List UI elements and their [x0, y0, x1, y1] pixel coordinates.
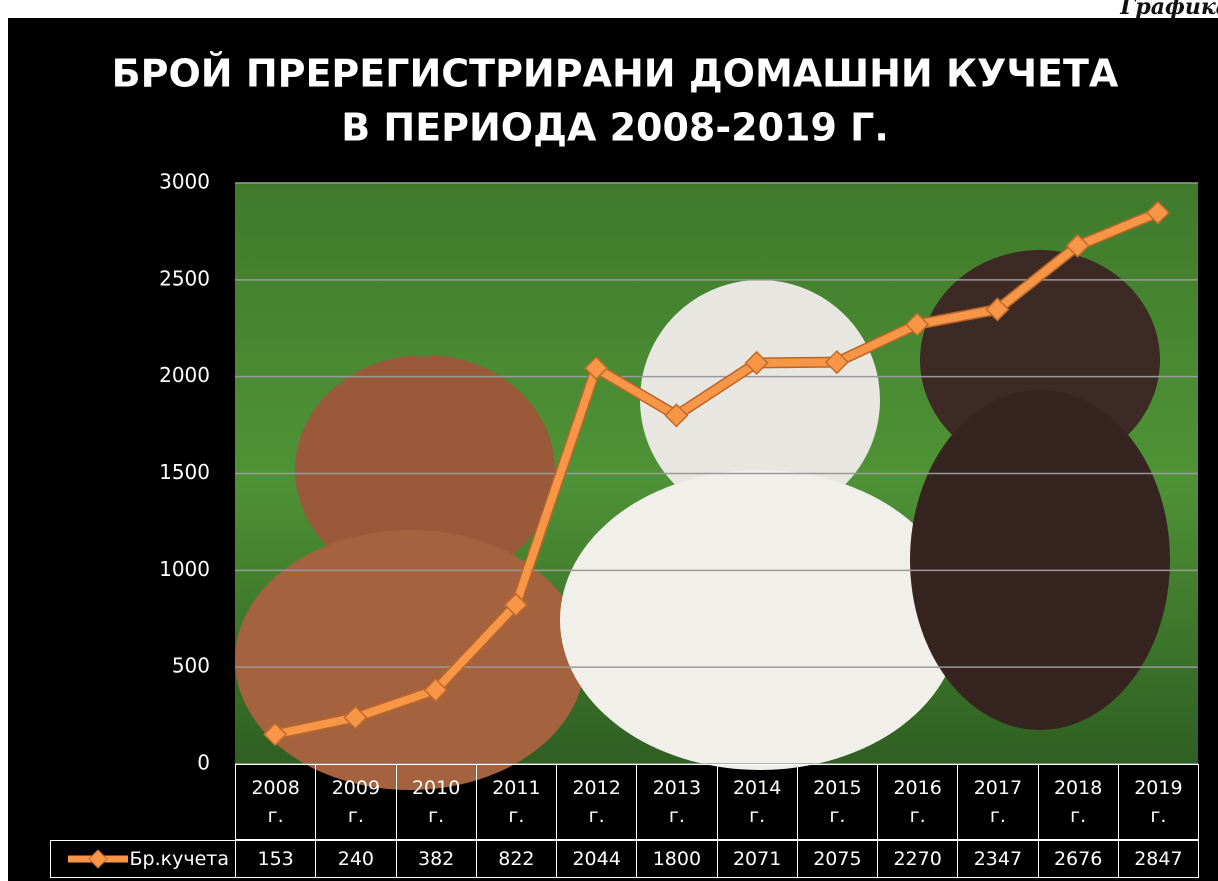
y-tick-label: 1000	[159, 557, 210, 581]
table-value: 2075	[796, 840, 878, 878]
table-category-text: 2017 г.	[973, 777, 1023, 827]
table-category-text: 2013 г.	[652, 777, 702, 827]
legend-marker	[87, 849, 108, 869]
y-tick-label: 3000	[159, 170, 210, 194]
marker	[263, 722, 288, 747]
table-category-text: 2012 г.	[572, 777, 621, 827]
table-category: 2015 г.	[796, 764, 878, 840]
table-value: 822	[475, 840, 557, 878]
table-category: 2018 г.	[1037, 764, 1119, 840]
table-value-text: 2270	[893, 848, 942, 870]
table-value-text: 240	[337, 848, 374, 870]
marker	[905, 312, 930, 337]
table-value: 153	[235, 840, 317, 878]
table-category-text: 2008 г.	[251, 777, 300, 827]
page-label: Графика	[1120, 0, 1218, 20]
table-category: 2011 г.	[475, 764, 557, 840]
table-value: 1800	[636, 840, 718, 878]
chart-title: БРОЙ ПРЕРЕГИСТРИРАНИ ДОМАШНИ КУЧЕТА	[112, 52, 1119, 96]
marker	[503, 592, 528, 617]
y-tick-label: 0	[197, 751, 210, 775]
marker	[423, 677, 448, 703]
table-category-text: 2016 г.	[893, 777, 942, 827]
legend-icon	[67, 849, 128, 869]
table-value-text: 382	[417, 848, 455, 870]
table-value: 2347	[957, 840, 1039, 878]
table-category-text: 2019 г.	[1134, 777, 1183, 827]
table-category: 2016 г.	[877, 764, 959, 840]
y-tick-label: 2500	[159, 266, 210, 290]
table-value: 2044	[556, 840, 638, 878]
table-category-text: 2015 г.	[813, 777, 862, 827]
table-value-text: 2847	[1134, 848, 1183, 870]
table-value-text: 2347	[973, 848, 1023, 870]
table-value: 382	[395, 840, 477, 878]
y-tick-label: 2000	[159, 363, 210, 387]
table-legend: Бр.кучета	[50, 840, 236, 878]
marker	[1145, 200, 1170, 225]
table-category: 2012 г.	[556, 764, 638, 840]
marker	[985, 297, 1010, 322]
marker	[343, 705, 368, 730]
y-tick-label: 1500	[159, 460, 210, 484]
table-value-text: 2676	[1053, 848, 1103, 870]
table-category-text: 2010 г.	[411, 777, 461, 827]
table-category: 2013 г.	[636, 764, 718, 840]
legend-label: Бр.кучета	[129, 848, 229, 870]
table-value: 2071	[716, 840, 798, 878]
table-value: 2676	[1037, 840, 1119, 878]
table-value-text: 1800	[652, 848, 702, 870]
marker	[744, 350, 769, 375]
marker	[584, 356, 609, 381]
marker	[664, 403, 689, 428]
table-value-text: 2044	[572, 848, 621, 870]
marker	[1065, 233, 1090, 258]
table-category-text: 2011 г.	[492, 777, 541, 827]
table-value: 2847	[1117, 840, 1199, 878]
table-category: 2014 г.	[716, 764, 798, 840]
table-category: 2017 г.	[957, 764, 1039, 840]
table-category: 2009 г.	[315, 764, 397, 840]
table-value: 240	[315, 840, 397, 878]
table-category: 2019 г.	[1117, 764, 1199, 840]
table-category-text: 2014 г.	[732, 777, 782, 827]
marker	[824, 350, 849, 375]
table-value-text: 822	[498, 848, 535, 870]
table-category-text: 2018 г.	[1053, 777, 1103, 827]
table-category: 2008 г.	[235, 764, 317, 840]
table-category-text: 2009 г.	[331, 777, 381, 827]
y-tick-label: 500	[172, 654, 210, 678]
series-line	[274, 208, 1160, 739]
table-value-text: 2071	[732, 848, 782, 870]
table-value-text: 2075	[813, 848, 862, 870]
table-value-text: 153	[257, 848, 294, 870]
table-category: 2010 г.	[395, 764, 477, 840]
photo	[235, 250, 1170, 790]
chart-title: В ПЕРИОДА 2008-2019 Г.	[341, 106, 889, 150]
table-value: 2270	[877, 840, 959, 878]
